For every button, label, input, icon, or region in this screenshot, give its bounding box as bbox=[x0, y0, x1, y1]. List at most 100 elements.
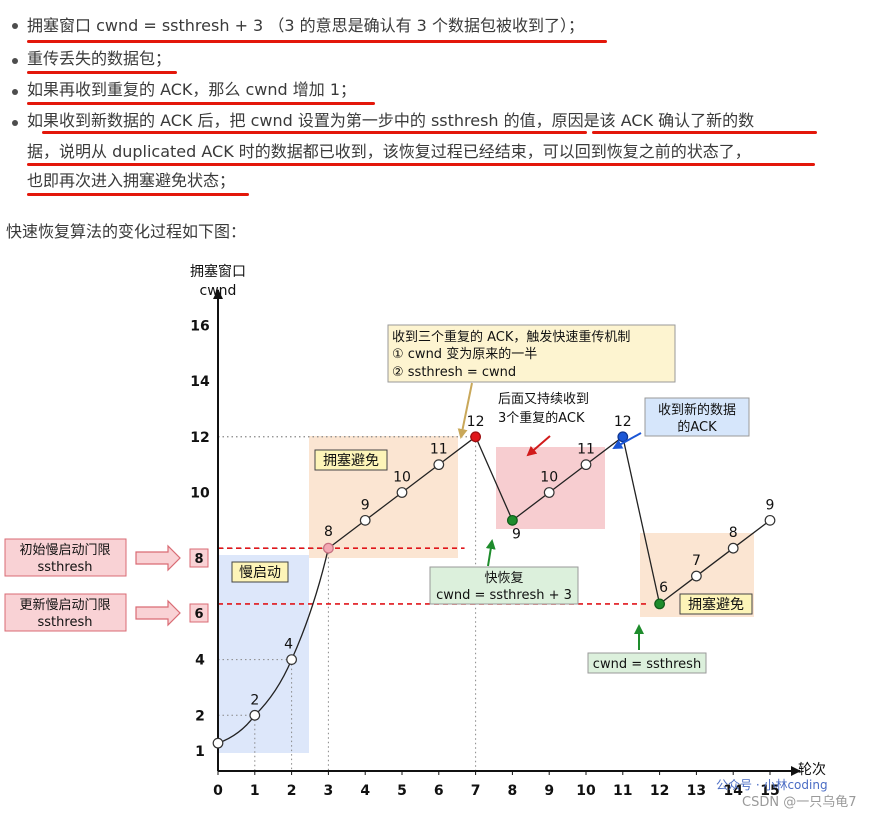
x-tick-13: 13 bbox=[687, 783, 706, 799]
more-dup-arrow bbox=[526, 435, 551, 457]
updated-ssthresh-arrow bbox=[135, 599, 181, 627]
y-tick-16: 16 bbox=[190, 318, 209, 334]
bullet-text-2: 重传丢失的数据包； bbox=[27, 49, 172, 68]
data-point bbox=[249, 709, 261, 721]
point-label: 12 bbox=[467, 414, 485, 430]
fast-recovery-arrow bbox=[485, 539, 496, 567]
ca-label-box-2 bbox=[679, 593, 753, 615]
triple-ack-note-line-3: ② ssthresh = cwnd bbox=[392, 365, 516, 380]
red-underline bbox=[27, 71, 177, 74]
new-ack-note-box bbox=[644, 397, 750, 437]
data-point bbox=[727, 542, 739, 554]
x-tick-8: 8 bbox=[508, 783, 518, 799]
data-point bbox=[507, 514, 518, 526]
initial-ssthresh-label: 初始慢启动门限 bbox=[19, 542, 110, 558]
point-label: 9 bbox=[361, 497, 370, 513]
fast-recovery-note-box bbox=[429, 566, 579, 605]
x-tick-12: 12 bbox=[650, 783, 669, 799]
x-axis-label: 轮次 bbox=[798, 762, 826, 778]
bullet-dot bbox=[12, 120, 18, 126]
x-tick-3: 3 bbox=[324, 783, 334, 799]
data-point bbox=[470, 431, 482, 443]
y-axis-label-2: cwnd bbox=[200, 283, 237, 299]
data-point bbox=[580, 459, 592, 471]
y-tick-10: 10 bbox=[190, 486, 210, 502]
slow-start-region bbox=[218, 555, 309, 753]
badge-6-box bbox=[189, 603, 209, 623]
red-underline bbox=[27, 163, 815, 166]
slow-start-label-box bbox=[231, 561, 289, 583]
bullet-text-4: 如果收到新数据的 ACK 后，把 cwnd 设置为第一步中的 ssthresh … bbox=[27, 111, 755, 130]
red-underline bbox=[27, 102, 375, 105]
red-underline bbox=[42, 131, 587, 134]
x-tick-7: 7 bbox=[471, 783, 481, 799]
point-label: 11 bbox=[430, 442, 448, 458]
data-point bbox=[286, 654, 298, 666]
slow-start-label: 慢启动 bbox=[239, 564, 281, 581]
new-ack-arrow bbox=[612, 432, 642, 449]
initial-ssthresh-box bbox=[4, 538, 127, 577]
x-tick-1: 1 bbox=[250, 783, 260, 799]
data-points bbox=[212, 431, 776, 749]
more-dup-note-line-1: 后面又持续收到 bbox=[498, 392, 589, 407]
reset-note: cwnd = ssthresh bbox=[593, 657, 701, 672]
x-tick-0: 0 bbox=[213, 783, 223, 799]
bullet-text-1: 拥塞窗口 cwnd = ssthresh + 3 （3 的意思是确认有 3 个数… bbox=[27, 16, 584, 35]
red-underline bbox=[592, 131, 817, 134]
x-tick-2: 2 bbox=[287, 783, 297, 799]
new-ack-note-line-2: 的ACK bbox=[677, 419, 717, 435]
reset-note-box bbox=[587, 652, 707, 674]
x-tick-4: 4 bbox=[360, 783, 370, 799]
data-point-labels: 2 4 8 9 10 11 12 9 10 11 12 6 7 8 9 bbox=[250, 414, 774, 709]
triple-ack-note-line-1: 收到三个重复的 ACK，触发快速重传机制 bbox=[392, 329, 630, 345]
x-tick-5: 5 bbox=[397, 783, 407, 799]
y-tick-14: 14 bbox=[190, 374, 210, 390]
ca-label-box-1 bbox=[314, 449, 388, 471]
fast-recovery-note-line-1: 快恢复 bbox=[484, 571, 523, 586]
data-point bbox=[433, 459, 445, 471]
point-label: 7 bbox=[692, 553, 701, 569]
data-point bbox=[691, 570, 702, 582]
y-tick-4: 4 bbox=[195, 653, 205, 669]
bullet-dot bbox=[12, 58, 18, 64]
initial-ssthresh-arrow bbox=[135, 544, 181, 572]
triple-ack-note-box bbox=[387, 324, 676, 383]
bullet-text-5: 据，说明从 duplicated ACK 时的数据都已收到，该恢复过程已经结束，… bbox=[27, 142, 751, 161]
more-dup-note-line-2: 3个重复的ACK bbox=[498, 410, 585, 426]
bullet-dot bbox=[12, 23, 18, 29]
point-label: 4 bbox=[284, 637, 293, 653]
point-label: 12 bbox=[614, 414, 632, 430]
x-tick-labels: 0 1 2 3 4 5 6 7 8 9 10 11 12 13 14 15 bbox=[213, 771, 780, 799]
data-point bbox=[396, 487, 408, 498]
x-tick-11: 11 bbox=[613, 783, 632, 799]
y-tick-12: 12 bbox=[190, 430, 209, 446]
badge-6: 6 bbox=[194, 607, 203, 622]
data-point bbox=[212, 737, 224, 749]
point-label: 8 bbox=[729, 525, 738, 541]
data-point bbox=[764, 514, 776, 526]
triple-ack-note-line-2: ① cwnd 变为原来的一半 bbox=[392, 346, 537, 362]
congestion-avoidance-label-1: 拥塞避免 bbox=[323, 452, 379, 469]
data-point bbox=[323, 542, 334, 554]
updated-ssthresh-label: 更新慢启动门限 bbox=[19, 597, 110, 613]
x-tick-15: 15 bbox=[760, 783, 779, 799]
bullet-text-3: 如果再收到重复的 ACK，那么 cwnd 增加 1； bbox=[27, 80, 357, 99]
fast-recovery-note-line-2: cwnd = ssthresh + 3 bbox=[436, 588, 572, 603]
point-label: 9 bbox=[512, 526, 521, 542]
point-label: 9 bbox=[766, 497, 775, 513]
y-tick-origin-label: 1 bbox=[195, 744, 205, 760]
point-label: 10 bbox=[393, 470, 411, 486]
data-point bbox=[359, 514, 371, 526]
cwnd-series-line bbox=[217, 435, 771, 744]
x-tick-14: 14 bbox=[723, 783, 743, 799]
point-label: 10 bbox=[540, 470, 558, 486]
x-tick-9: 9 bbox=[544, 783, 554, 799]
watermark-csdn: CSDN @一只乌龟7 bbox=[742, 794, 856, 810]
data-point bbox=[543, 487, 555, 498]
red-underline bbox=[27, 40, 607, 43]
point-label: 2 bbox=[250, 692, 259, 708]
badge-8: 8 bbox=[194, 552, 203, 567]
red-underline bbox=[27, 193, 249, 196]
y-axis-label-1: 拥塞窗口 bbox=[190, 263, 246, 280]
congestion-avoidance-label-2: 拥塞避免 bbox=[688, 596, 744, 613]
